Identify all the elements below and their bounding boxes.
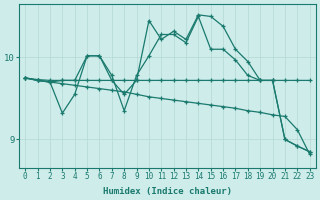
X-axis label: Humidex (Indice chaleur): Humidex (Indice chaleur) bbox=[103, 187, 232, 196]
